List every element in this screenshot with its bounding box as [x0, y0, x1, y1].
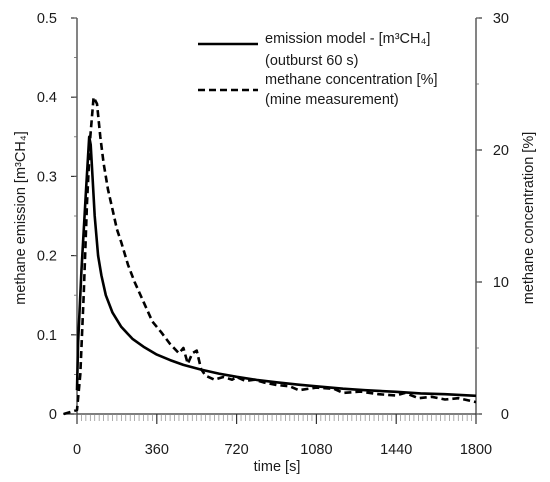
legend-sublabel-outburst: (outburst 60 s) — [265, 53, 359, 69]
x-tick-label: 360 — [145, 442, 169, 458]
right-y-tick-label: 30 — [493, 11, 509, 27]
left-y-tick-label: 0.3 — [37, 169, 57, 185]
x-tick-label: 720 — [224, 442, 248, 458]
series-line-methane-concentration — [63, 95, 477, 416]
right-y-axis-title: methane concentration [%] — [521, 132, 537, 305]
left-y-tick-label: 0.1 — [37, 328, 57, 344]
legend-label-methane-concentration: methane concentration [%] — [265, 72, 438, 88]
x-tick-label: 1080 — [300, 442, 332, 458]
x-tick-label: 0 — [73, 442, 81, 458]
left-y-ticks: 0 0.1 0.2 0.3 0.4 0.5 — [37, 11, 77, 423]
x-axis-title: time [s] — [254, 459, 301, 475]
left-y-tick-label: 0.2 — [37, 249, 57, 265]
left-y-axis-title: methane emission [m³CH₄] — [13, 131, 29, 305]
x-tick-label: 1440 — [380, 442, 412, 458]
right-y-tick-label: 0 — [501, 407, 509, 423]
left-y-tick-label: 0.4 — [37, 90, 57, 106]
series-group — [63, 95, 477, 416]
x-tick-label: 1800 — [460, 442, 492, 458]
right-y-ticks: 0 10 20 30 — [476, 11, 509, 423]
left-y-tick-label: 0 — [49, 407, 57, 423]
right-y-tick-label: 20 — [493, 143, 509, 159]
legend: emission model - [m³CH₄] (outburst 60 s)… — [198, 31, 438, 108]
legend-label-emission-model: emission model - [m³CH₄] — [265, 31, 430, 47]
x-major-ticks: 0 360 720 1080 1440 1800 — [73, 414, 492, 458]
legend-sublabel-mine-measurement: (mine measurement) — [265, 92, 399, 108]
right-y-tick-label: 10 — [493, 275, 509, 291]
left-y-tick-label: 0.5 — [37, 11, 57, 27]
